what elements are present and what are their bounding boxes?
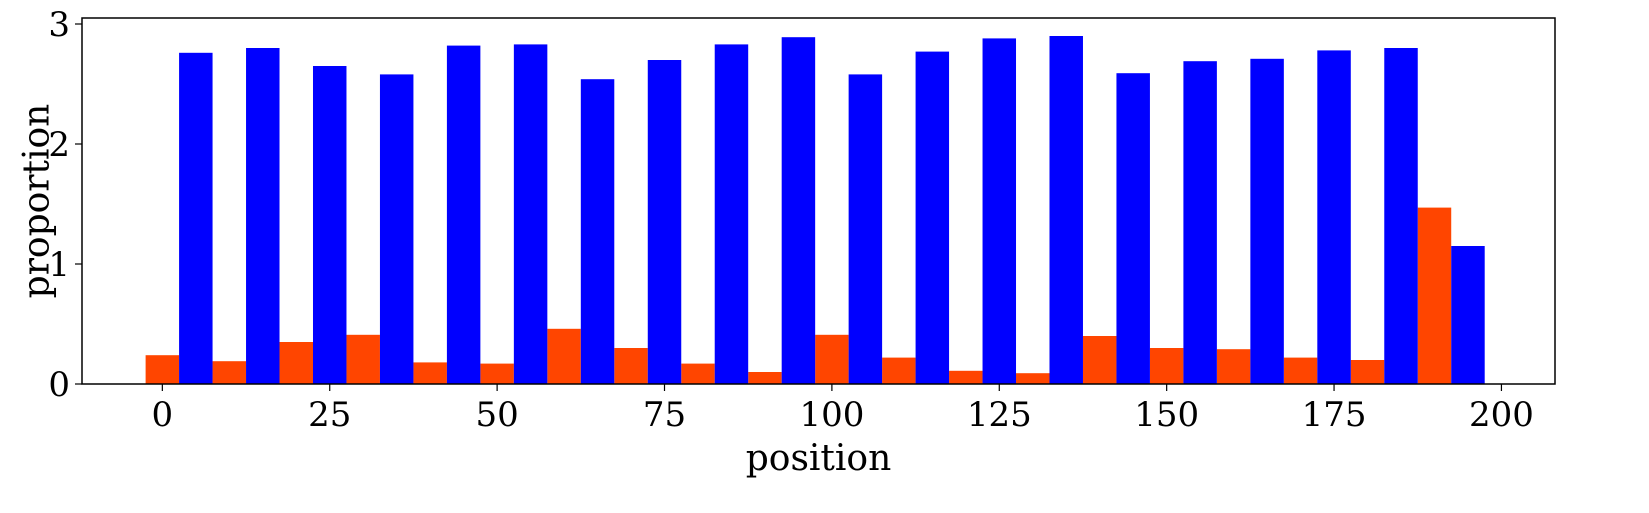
bar-series1-3 <box>346 334 380 384</box>
bar-series1-18 <box>1350 360 1385 384</box>
bar-series2-7 <box>647 60 682 384</box>
bar-series1-13 <box>1016 373 1050 384</box>
bar-series1-0 <box>145 355 180 384</box>
bar-series1-11 <box>882 357 916 384</box>
bar-series2-2 <box>312 66 347 384</box>
bar-series1-15 <box>1149 348 1184 384</box>
bar-series1-14 <box>1082 336 1117 384</box>
bar-series1-6 <box>547 328 581 384</box>
x-tick-label: 175 <box>1302 395 1367 435</box>
x-tick-label: 25 <box>308 395 351 435</box>
x-tick-label: 75 <box>643 395 686 435</box>
bar-series1-10 <box>815 334 849 384</box>
bar-series2-19 <box>1451 246 1485 384</box>
bar-series2-17 <box>1317 50 1351 385</box>
bar-series1-9 <box>748 372 782 384</box>
x-tick-label: 100 <box>799 395 864 435</box>
bar-series2-0 <box>179 52 213 385</box>
bar-series1-16 <box>1216 349 1251 384</box>
bar-series1-17 <box>1283 357 1318 384</box>
bar-series2-13 <box>1049 36 1083 384</box>
y-tick-label: 2 <box>48 125 70 165</box>
x-tick-label: 0 <box>152 395 174 435</box>
bar-series2-15 <box>1183 61 1217 384</box>
bar-series1-19 <box>1417 207 1452 384</box>
x-tick-label: 150 <box>1134 395 1199 435</box>
bar-series2-5 <box>513 44 548 385</box>
bar-series2-4 <box>446 45 481 384</box>
bar-series1-5 <box>480 363 514 384</box>
bar-series1-8 <box>681 363 715 384</box>
bar-series2-16 <box>1250 58 1284 385</box>
bar-series2-9 <box>781 37 816 384</box>
bar-series2-14 <box>1116 73 1150 384</box>
x-axis-label: position <box>746 438 892 479</box>
y-tick-label: 1 <box>48 245 70 285</box>
bar-series2-3 <box>379 74 414 385</box>
y-axis-label: proportion <box>17 104 58 299</box>
bar-series2-11 <box>915 51 950 384</box>
y-tick-label: 0 <box>48 365 70 405</box>
x-tick-label: 50 <box>475 395 518 435</box>
bar-series2-8 <box>714 44 749 385</box>
x-tick-label: 125 <box>967 395 1032 435</box>
y-tick-label: 3 <box>48 5 70 45</box>
ticks-layer: 0 25 50 75 100 125 150 175 200 0 1 2 3 <box>48 5 1534 435</box>
bar-series1-2 <box>279 342 313 384</box>
x-tick-label: 200 <box>1469 395 1534 435</box>
bar-series2-10 <box>848 74 883 385</box>
bar-series2-12 <box>982 38 1017 385</box>
bar-series1-4 <box>413 362 447 384</box>
bar-series1-12 <box>949 370 983 384</box>
bar-series2-1 <box>246 48 280 384</box>
bar-series1-1 <box>212 361 247 384</box>
bar-series1-7 <box>614 348 648 384</box>
bar-series2-18 <box>1384 48 1418 384</box>
bars-layer <box>145 36 1485 385</box>
bar-series2-6 <box>580 79 615 384</box>
plot-frame <box>81 17 1556 385</box>
